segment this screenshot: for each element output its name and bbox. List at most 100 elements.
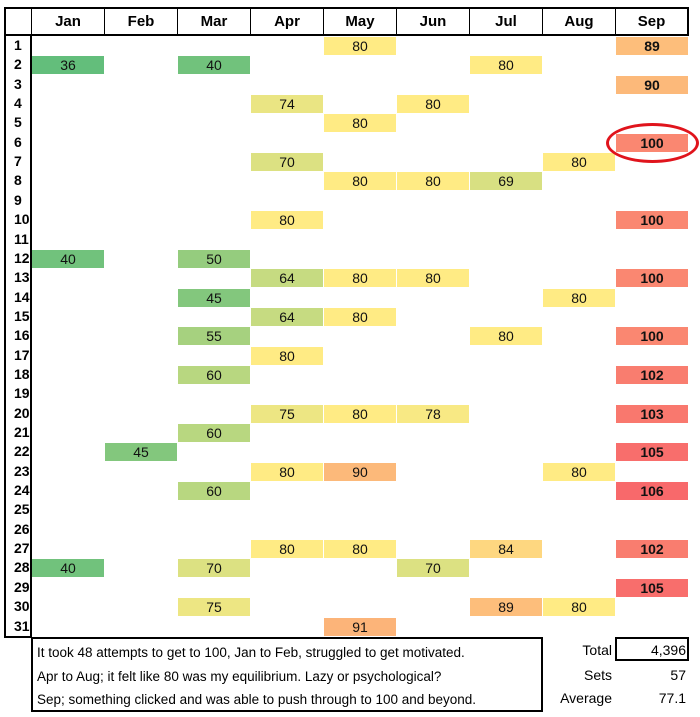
heatmap-cell-may-31: 91 [324,617,396,636]
average-label: Average [560,690,612,706]
heatmap-cell-sep-3: 90 [616,75,688,94]
heatmap-cell-mar-12: 50 [178,249,250,268]
heatmap-cell-jul-16: 80 [470,327,542,346]
heatmap-cell-mar-28: 70 [178,559,250,578]
heatmap-cell-sep-10: 100 [616,211,688,230]
corner-header [4,7,32,36]
row-number: 12 [14,249,30,266]
heatmap-cell-sep-29: 105 [616,578,688,597]
row-number: 28 [14,559,30,576]
row-number: 14 [14,288,30,305]
heatmap-cell-jan-12: 40 [32,249,104,268]
heatmap-cell-may-8: 80 [324,172,396,191]
row-number: 27 [14,540,30,557]
heatmap-cell-mar-2: 40 [178,56,250,75]
heatmap-cell-aug-30: 80 [543,598,615,617]
heatmap-cell-sep-16: 100 [616,327,688,346]
heatmap-cell-jun-13: 80 [397,269,469,288]
heatmap-cell-sep-27: 102 [616,540,688,559]
row-number: 18 [14,365,30,382]
heatmap-cell-apr-17: 80 [251,346,323,365]
heatmap-cell-aug-23: 80 [543,462,615,481]
day-number-column: 1 2 3 4 5 6 7 8 9 10 11 12 13 14 15 16 17 18 19 20 21 22 23 24 2… [4,35,32,638]
highlight-circle [606,122,699,163]
sets-value: 57 [670,667,686,683]
sets-label: Sets [583,667,612,683]
heatmap-cell-apr-13: 64 [251,269,323,288]
row-number: 3 [14,75,22,92]
heatmap-cell-apr-15: 64 [251,307,323,326]
column-header-jul: Jul [469,7,543,36]
heatmap-cell-may-23: 90 [324,462,396,481]
heatmap-cell-apr-23: 80 [251,462,323,481]
column-header-feb: Feb [104,7,178,36]
row-number: 30 [14,598,30,615]
row-number: 24 [14,482,30,499]
heatmap-cell-jun-28: 70 [397,559,469,578]
row-number: 17 [14,346,30,363]
heatmap-cell-mar-16: 55 [178,327,250,346]
heatmap-cell-jan-28: 40 [32,559,104,578]
row-number: 1 [14,37,22,53]
total-box [615,637,689,661]
heatmap-cell-jul-27: 84 [470,540,542,559]
note-line: Apr to Aug; it felt like 80 was my equil… [37,669,442,684]
row-number: 6 [14,133,22,150]
note-line: It took 48 attempts to get to 100, Jan t… [37,645,465,660]
total-label: Total [582,642,612,658]
heatmap-cell-apr-10: 80 [251,211,323,230]
average-value: 77.1 [658,690,686,706]
column-header-aug: Aug [542,7,616,36]
heatmap-cell-jul-2: 80 [470,56,542,75]
heatmap-cell-mar-24: 60 [178,482,250,501]
row-number: 4 [14,95,22,112]
row-number: 10 [14,211,30,228]
heatmap-cell-jan-2: 36 [32,56,104,75]
heatmap-cell-may-5: 80 [324,114,396,133]
row-number: 26 [14,520,30,537]
column-header-jan: Jan [31,7,105,36]
row-number: 21 [14,424,30,440]
column-header-sep: Sep [615,7,689,36]
row-number: 5 [14,114,22,131]
row-number: 8 [14,172,22,189]
heatmap-cell-apr-20: 75 [251,404,323,423]
heatmap-cell-may-13: 80 [324,269,396,288]
heatmap-cell-feb-22: 45 [105,443,177,462]
heatmap-cell-jun-8: 80 [397,172,469,191]
heatmap-cell-mar-30: 75 [178,598,250,617]
heatmap-cell-mar-14: 45 [178,288,250,307]
column-header-mar: Mar [177,7,251,36]
heatmap-cell-sep-20: 103 [616,404,688,423]
column-header-may: May [323,7,397,36]
heatmap-cell-mar-21: 60 [178,424,250,442]
row-number: 23 [14,462,30,479]
heatmap-cell-may-1: 80 [324,37,396,55]
heatmap-cell-jun-4: 80 [397,95,469,114]
heatmap-cell-sep-22: 105 [616,443,688,462]
heatmap-cell-sep-13: 100 [616,269,688,288]
row-number: 20 [14,404,30,421]
row-number: 19 [14,385,30,402]
row-number: 29 [14,578,30,595]
notes-box: It took 48 attempts to get to 100, Jan t… [31,637,543,712]
heatmap-cell-jul-8: 69 [470,172,542,191]
row-number: 31 [14,617,30,634]
row-number: 11 [14,230,29,247]
total-value: 4,396 [650,642,686,658]
heatmap-cell-may-27: 80 [324,540,396,559]
heatmap-cell-sep-1: 89 [616,37,688,55]
heatmap-cell-aug-7: 80 [543,153,615,172]
row-number: 7 [14,153,22,170]
heatmap-cell-jun-20: 78 [397,404,469,423]
row-number: 16 [14,327,30,344]
heatmap-cell-apr-27: 80 [251,540,323,559]
heatmap-cell-may-20: 80 [324,404,396,423]
heatmap-cell-may-15: 80 [324,307,396,326]
heatmap-cell-aug-14: 80 [543,288,615,307]
heatmap-cell-jul-30: 89 [470,598,542,617]
row-number: 2 [14,56,22,73]
heatmap-cell-sep-24: 106 [616,482,688,501]
note-line: Sep; something clicked and was able to p… [37,692,477,707]
